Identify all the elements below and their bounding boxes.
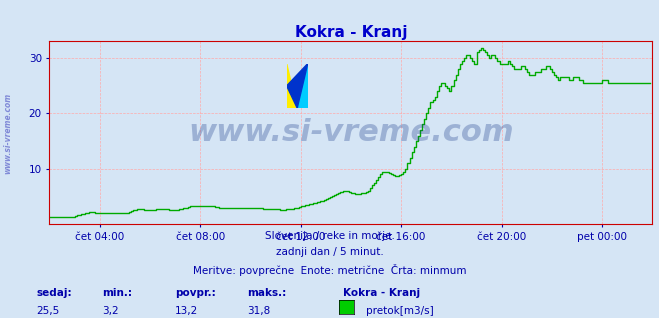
Text: maks.:: maks.:	[247, 288, 287, 298]
Text: Slovenija / reke in morje.: Slovenija / reke in morje.	[264, 231, 395, 240]
Title: Kokra - Kranj: Kokra - Kranj	[295, 25, 407, 40]
Text: 25,5: 25,5	[36, 306, 59, 316]
Text: Kokra - Kranj: Kokra - Kranj	[343, 288, 420, 298]
Text: zadnji dan / 5 minut.: zadnji dan / 5 minut.	[275, 247, 384, 257]
Text: 31,8: 31,8	[247, 306, 270, 316]
Text: sedaj:: sedaj:	[36, 288, 72, 298]
Text: pretok[m3/s]: pretok[m3/s]	[366, 306, 434, 316]
Text: www.si-vreme.com: www.si-vreme.com	[3, 93, 13, 174]
Polygon shape	[287, 64, 297, 108]
Text: 13,2: 13,2	[175, 306, 198, 316]
Polygon shape	[297, 64, 308, 108]
Text: povpr.:: povpr.:	[175, 288, 215, 298]
Polygon shape	[287, 64, 308, 108]
Text: www.si-vreme.com: www.si-vreme.com	[188, 118, 514, 147]
Text: 3,2: 3,2	[102, 306, 119, 316]
Text: min.:: min.:	[102, 288, 132, 298]
Text: Meritve: povprečne  Enote: metrične  Črta: minmum: Meritve: povprečne Enote: metrične Črta:…	[192, 264, 467, 276]
